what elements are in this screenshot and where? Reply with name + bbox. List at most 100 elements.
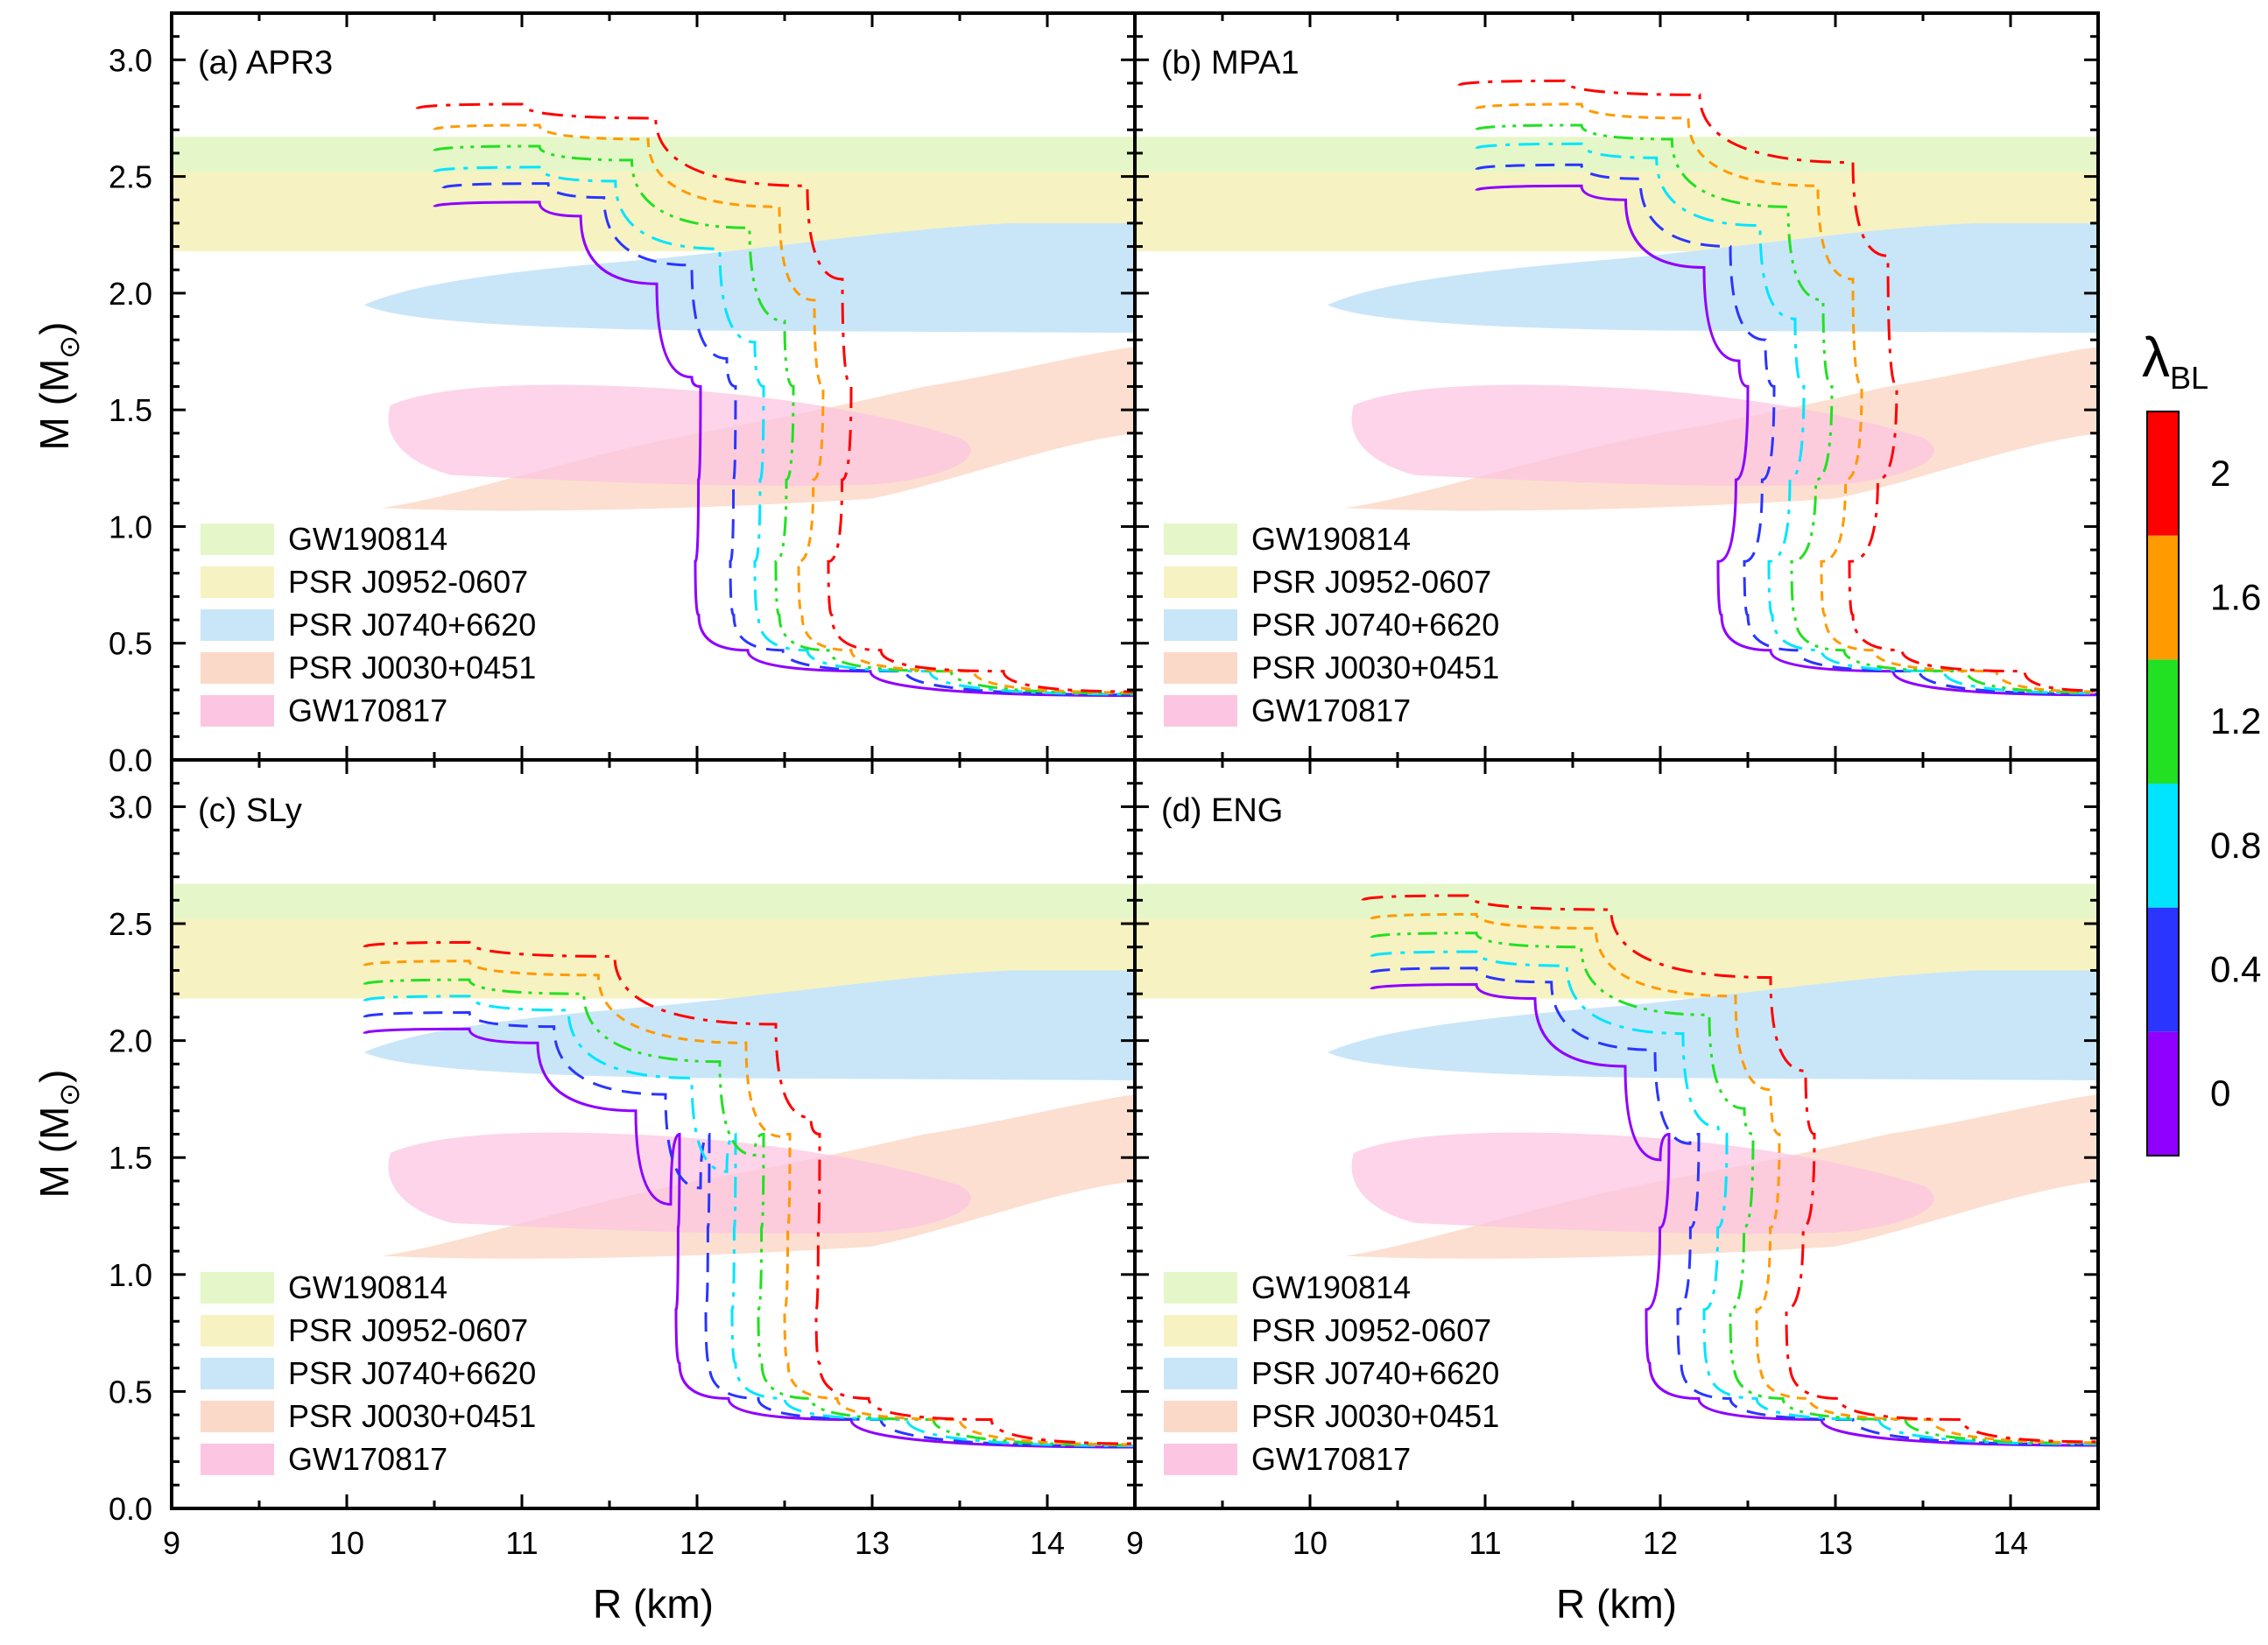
mr-curve-lambda-2 [1361, 894, 2098, 1444]
legend-swatch-psr-j0952 [201, 1315, 274, 1346]
band-psr-j0740 [364, 970, 1135, 1081]
mr-curve-lambda-1-2 [1370, 931, 2098, 1445]
mr-curve-lambda-0-4 [1475, 163, 2098, 696]
x-tick-label: 14 [1993, 1525, 2028, 1561]
legend-swatch-psr-j0952 [201, 566, 274, 598]
x-tick-label: 11 [505, 1525, 538, 1561]
legend-label: GW170817 [1251, 1441, 1411, 1477]
legend-label: GW190814 [288, 521, 447, 557]
legend-label: PSR J0740+6620 [1251, 607, 1499, 643]
x-tick-label: 12 [680, 1525, 715, 1561]
legend-label: GW170817 [1251, 692, 1411, 728]
y-tick-label: 1.5 [109, 1140, 152, 1176]
legend-label: PSR J0952-0607 [1251, 1312, 1491, 1348]
x-tick-label: 9 [163, 1525, 180, 1561]
legend-label: PSR J0030+0451 [1251, 650, 1499, 685]
y-tick-label: 2.0 [109, 1023, 152, 1059]
y-tick-label: 1.0 [109, 1257, 152, 1293]
legend-swatch-gw190814 [1164, 524, 1237, 555]
x-axis-label-right: R (km) [1556, 1581, 1677, 1627]
legend-swatch-psr-j0740 [201, 1358, 274, 1389]
mr-curve-lambda-2 [363, 940, 1135, 1445]
colorbar-label: λBL [2142, 326, 2208, 396]
legend-swatch-psr-j0740 [1164, 1358, 1237, 1389]
mr-curve-lambda-1-6 [1370, 912, 2098, 1445]
mr-curve-lambda-0 [1370, 982, 2098, 1447]
plot-area [1135, 79, 2098, 697]
colorbar-tick-label: 1.6 [2210, 577, 2261, 618]
mr-curve-lambda-0-4 [363, 1011, 1135, 1448]
legend-label: PSR J0030+0451 [1251, 1398, 1499, 1434]
legend: GW190814 PSR J0952-0607 PSR J0740+6620 PSR … [201, 521, 536, 728]
x-tick-label: 13 [855, 1525, 890, 1561]
legend-label: PSR J0952-0607 [288, 1312, 528, 1348]
x-tick-label: 9 [1126, 1525, 1144, 1561]
x-tick-label: 10 [329, 1525, 364, 1561]
mr-curve-lambda-2 [415, 102, 1135, 693]
legend: GW190814 PSR J0952-0607 PSR J0740+6620 PSR … [1164, 521, 1499, 728]
mr-curve-lambda-1-6 [363, 960, 1135, 1446]
legend-label: PSR J0740+6620 [288, 1355, 536, 1391]
x-tick-label: 14 [1030, 1525, 1065, 1561]
panel-eng: GW190814 PSR J0952-0607 PSR J0740+6620 PSR … [1126, 758, 2100, 1561]
band-gw190814 [172, 137, 1135, 177]
plot-area [172, 102, 1135, 698]
legend-swatch-psr-j0030 [201, 652, 274, 684]
mr-curve-lambda-1-6 [433, 123, 1135, 694]
colorbar: 0 0.4 0.8 1.2 1.6 2 [2146, 411, 2261, 1156]
legend-label: GW190814 [1251, 521, 1411, 557]
y-tick-label: 1.5 [109, 392, 152, 428]
colorbar-tick-label: 0.8 [2210, 825, 2261, 866]
legend-label: GW170817 [288, 1441, 447, 1477]
panel-label-b: (b) MPA1 [1161, 45, 1300, 81]
panel-mpa1: GW190814 PSR J0952-0607 PSR J0740+6620 PSR … [1133, 11, 2100, 762]
mr-curve-lambda-0 [363, 1027, 1135, 1449]
y-axis-label-bottom: M (M⊙) [32, 1070, 85, 1199]
legend-swatch-psr-j0952 [1164, 566, 1237, 598]
panel-label-c: (c) SLy [198, 792, 302, 829]
band-psr-j0740 [1328, 222, 2098, 334]
x-tick-label: 13 [1818, 1525, 1853, 1561]
band-psr-j0740 [364, 222, 1135, 334]
legend-swatch-psr-j0030 [1164, 1401, 1237, 1432]
plot-area [172, 883, 1135, 1449]
legend-label: GW170817 [288, 692, 447, 728]
legend-swatch-gw170817 [201, 695, 274, 727]
mr-curve-lambda-0 [433, 200, 1135, 698]
mr-curve-lambda-0-4 [1370, 967, 2098, 1446]
mr-curve-lambda-0-8 [363, 995, 1135, 1447]
legend: GW190814 PSR J0952-0607 PSR J0740+6620 PSR … [1164, 1269, 1499, 1477]
legend-swatch-psr-j0030 [201, 1401, 274, 1432]
mr-curve-lambda-0-8 [433, 165, 1135, 696]
colorbar-tick-label: 0.4 [2210, 949, 2261, 990]
legend-label: PSR J0030+0451 [288, 650, 536, 685]
x-tick-label: 12 [1643, 1525, 1678, 1561]
legend-label: PSR J0030+0451 [288, 1398, 536, 1434]
legend-swatch-gw190814 [201, 1272, 274, 1304]
colorbar-segment [2147, 907, 2179, 1032]
legend-label: PSR J0952-0607 [288, 564, 528, 600]
y-tick-label: 2.5 [109, 906, 152, 942]
y-tick-label: 1.0 [109, 509, 152, 545]
y-tick-label: 0.0 [109, 1491, 152, 1527]
legend-swatch-gw170817 [201, 1444, 274, 1475]
legend-swatch-gw170817 [1164, 695, 1237, 727]
legend-swatch-psr-j0740 [201, 609, 274, 641]
x-tick-label: 11 [1469, 1525, 1501, 1561]
svg-text:M (M⊙): M (M⊙) [32, 1070, 85, 1199]
y-tick-label: 0.5 [109, 1374, 152, 1409]
panel-sly: GW190814 PSR J0952-0607 PSR J0740+6620 PSR … [109, 758, 1137, 1561]
mr-curve-lambda-1-6 [1475, 102, 2098, 693]
mr-curve-lambda-0-8 [1475, 142, 2098, 695]
colorbar-segment [2147, 535, 2179, 660]
y-tick-label: 3.0 [109, 42, 152, 78]
plot-area [1135, 883, 2098, 1447]
colorbar-segment [2147, 784, 2179, 908]
legend-swatch-psr-j0952 [1164, 1315, 1237, 1346]
y-tick-label: 3.0 [109, 789, 152, 825]
mr-curve-lambda-1-2 [363, 978, 1135, 1447]
y-axis-label-top: M (M⊙) [32, 322, 85, 451]
legend-label: GW190814 [288, 1269, 447, 1305]
legend-label: PSR J0952-0607 [1251, 564, 1491, 600]
